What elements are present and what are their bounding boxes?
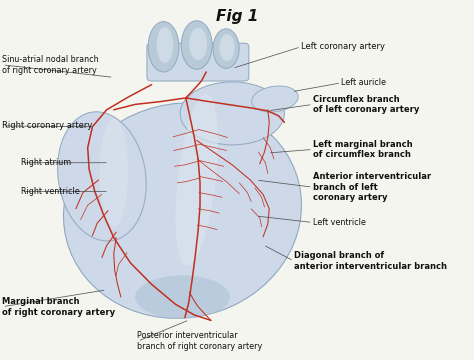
Ellipse shape bbox=[135, 275, 230, 319]
Text: Anterior interventricular
branch of left
coronary artery: Anterior interventricular branch of left… bbox=[313, 172, 431, 202]
Ellipse shape bbox=[64, 103, 301, 318]
Text: Marginal branch
of right coronary artery: Marginal branch of right coronary artery bbox=[2, 297, 116, 316]
Text: Left ventricle: Left ventricle bbox=[313, 218, 366, 227]
Ellipse shape bbox=[252, 86, 298, 112]
Ellipse shape bbox=[180, 82, 284, 145]
Ellipse shape bbox=[181, 21, 212, 69]
Ellipse shape bbox=[58, 112, 146, 241]
Text: Circumflex branch
of left coronary artery: Circumflex branch of left coronary arter… bbox=[313, 95, 419, 114]
Ellipse shape bbox=[189, 28, 207, 60]
Ellipse shape bbox=[148, 22, 179, 72]
Ellipse shape bbox=[156, 27, 173, 63]
Text: Sinu-atrial nodal branch
of right coronary artery: Sinu-atrial nodal branch of right corona… bbox=[2, 55, 99, 75]
Ellipse shape bbox=[175, 94, 218, 266]
Text: Right coronary artery: Right coronary artery bbox=[2, 122, 93, 130]
Text: Right atrium: Right atrium bbox=[21, 158, 72, 167]
Ellipse shape bbox=[100, 119, 128, 227]
Text: Right ventricle: Right ventricle bbox=[21, 187, 80, 196]
Ellipse shape bbox=[213, 29, 239, 68]
Text: Fig 1: Fig 1 bbox=[216, 9, 258, 24]
Text: Left marginal branch
of circumflex branch: Left marginal branch of circumflex branc… bbox=[313, 140, 412, 159]
FancyBboxPatch shape bbox=[147, 43, 249, 81]
Text: Diagonal branch of
anterior interventricular branch: Diagonal branch of anterior interventric… bbox=[294, 251, 447, 271]
Text: Posterior interventricular
branch of right coronary artery: Posterior interventricular branch of rig… bbox=[137, 332, 263, 351]
Text: Left auricle: Left auricle bbox=[341, 78, 386, 87]
Ellipse shape bbox=[219, 34, 235, 61]
Text: Left coronary artery: Left coronary artery bbox=[301, 42, 385, 51]
